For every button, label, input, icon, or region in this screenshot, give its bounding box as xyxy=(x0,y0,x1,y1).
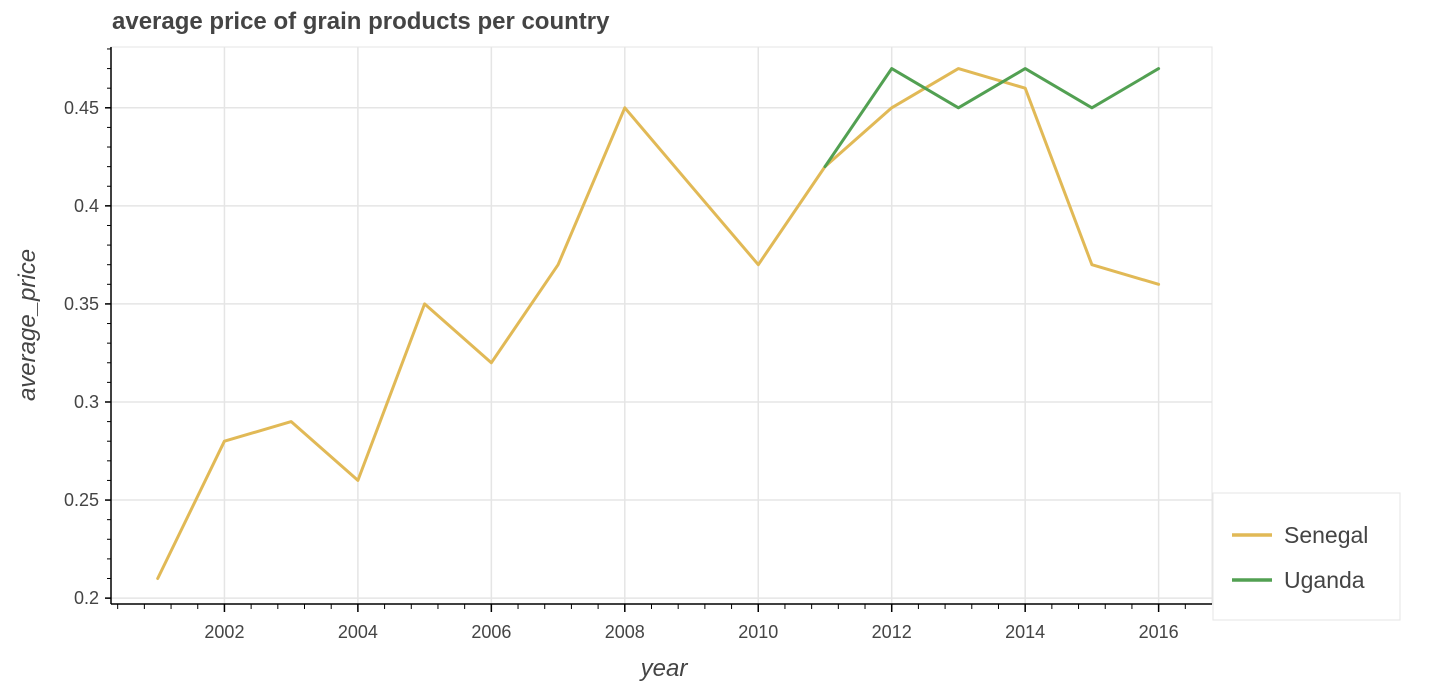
x-tick-label: 2016 xyxy=(1139,622,1179,642)
y-tick-label: 0.3 xyxy=(74,392,99,412)
x-tick-label: 2004 xyxy=(338,622,378,642)
legend-label-senegal: Senegal xyxy=(1284,522,1368,548)
series-layer xyxy=(156,67,1161,580)
y-tick-label: 0.4 xyxy=(74,196,99,216)
series-line-uganda xyxy=(823,67,1161,169)
y-tick-label: 0.2 xyxy=(74,588,99,608)
y-tick-label: 0.35 xyxy=(64,294,99,314)
grid xyxy=(111,47,1212,604)
x-tick-label: 2012 xyxy=(872,622,912,642)
y-axis-title: average_price xyxy=(14,249,41,401)
chart-title: average price of grain products per coun… xyxy=(112,8,610,35)
x-tick-label: 2002 xyxy=(204,622,244,642)
plot-frame xyxy=(110,46,1213,605)
x-tick-label: 2010 xyxy=(738,622,778,642)
axes: 0.2 0.25 0.3 0.35 0.4 0.45 2002 2004 2006 2008 201… xyxy=(64,47,1212,642)
x-tick-label: 2006 xyxy=(471,622,511,642)
x-axis-title: year xyxy=(639,655,689,682)
y-tick-label: 0.45 xyxy=(64,98,99,118)
legend-frame xyxy=(1212,492,1401,621)
legend-label-uganda: Uganda xyxy=(1284,567,1365,593)
legend: Senegal Uganda xyxy=(1212,492,1401,621)
x-tick-label: 2014 xyxy=(1005,622,1045,642)
y-tick-label: 0.25 xyxy=(64,490,99,510)
series-line-senegal xyxy=(156,67,1161,580)
x-tick-label: 2008 xyxy=(605,622,645,642)
